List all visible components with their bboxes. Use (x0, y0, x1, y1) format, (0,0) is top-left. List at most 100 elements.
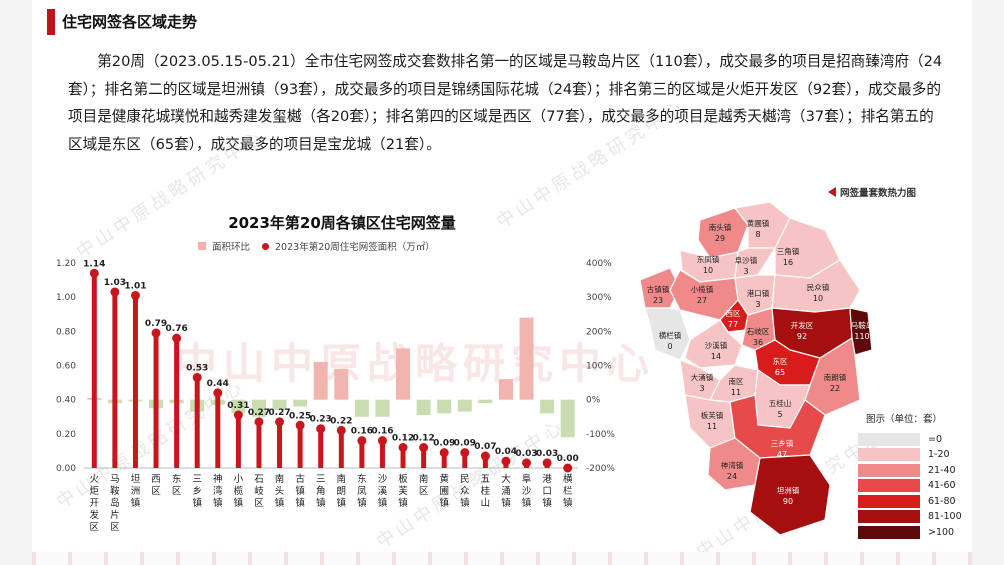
area-dot (336, 425, 346, 435)
x-tick-char: 石 (254, 474, 264, 485)
section-title: 住宅网签各区域走势 (62, 13, 198, 31)
x-tick-char: 镇 (378, 497, 388, 509)
legend-swatch-mom (198, 242, 206, 250)
data-label: 0.53 (186, 363, 208, 373)
area-dot (316, 424, 326, 434)
area-bar (379, 440, 385, 468)
mom-bar (540, 399, 555, 414)
x-tick-char: 东 (172, 473, 182, 485)
map-legend-swatch (858, 479, 920, 492)
map-region (749, 454, 831, 536)
area-dot (419, 443, 429, 452)
region-name: 沙溪镇 (705, 340, 728, 350)
x-tick-label: 南头镇 (275, 473, 285, 509)
x-tick-char: 沙 (522, 486, 532, 497)
x-tick-char: 镇 (295, 497, 305, 509)
map-legend-swatch (858, 432, 920, 446)
y-left-tick-label: 0.60 (56, 362, 76, 372)
map-legend-swatch (858, 494, 920, 508)
x-tick-label: 阜沙镇 (522, 473, 532, 509)
region-value: 8 (755, 230, 760, 239)
x-tick-char: 炬 (90, 485, 100, 497)
region-name: 开发区 (791, 320, 814, 330)
x-tick-char: 乡 (192, 486, 202, 497)
region-name: 神湾镇 (721, 460, 744, 470)
region-value: 3 (743, 267, 748, 276)
region-name: 古镇镇 (647, 284, 670, 294)
area-bar (462, 452, 468, 468)
bar-chart: 0.00 0.20 0.40 0.60 0.80 1.00 1.20 -200% -100% 0%… (56, 259, 615, 533)
region-name: 南朗镇 (824, 372, 847, 382)
x-tick-char: 黄 (439, 473, 449, 485)
x-tick-label: 坦洲镇 (131, 474, 141, 509)
x-tick-label: 三乡镇 (192, 474, 202, 509)
legend-swatch-area (262, 242, 270, 250)
x-tick-label: 西区 (151, 474, 161, 497)
area-dot (295, 420, 305, 430)
chart-title: 2023年第20周各镇区住宅网签量 (228, 214, 456, 232)
x-tick-char: 镇 (275, 497, 285, 509)
x-tick-char: 区 (419, 486, 429, 497)
x-tick-label: 五桂山 (481, 474, 491, 509)
region-name: 板芙镇 (701, 410, 724, 420)
area-bar (194, 377, 200, 468)
mom-bar (519, 317, 534, 400)
map-legend-label: >100 (928, 526, 955, 538)
area-dot (89, 268, 99, 278)
region-name: 三角镇 (777, 246, 800, 256)
area-dot (377, 436, 387, 446)
x-tick-label: 沙溪镇 (378, 474, 388, 509)
map-legend-item: 41-60 (858, 479, 978, 493)
area-bar (318, 428, 324, 468)
x-tick-char: 镇 (439, 497, 449, 509)
region-value: 77 (728, 320, 738, 329)
area-dot (501, 456, 511, 466)
x-tick-char: 芙 (398, 485, 408, 497)
x-tick-char: 朗 (337, 485, 347, 497)
data-label: 0.79 (145, 319, 167, 329)
mom-bar (498, 379, 513, 400)
region-value: 24 (727, 472, 737, 481)
data-label: 0.25 (289, 411, 311, 421)
header-accent-bar (47, 9, 55, 35)
x-tick-char: 镇 (234, 497, 244, 509)
data-label: 0.00 (557, 454, 579, 464)
data-label: 0.12 (392, 434, 414, 444)
x-tick-char: 发 (90, 509, 100, 521)
region-name: 南头镇 (709, 222, 732, 232)
heat-map: 南头镇 29 黄圃镇 8 东凤镇 10 阜沙镇 3 三角镇 16 古镇镇 23 小榄镇 27 港口镇 3 民众镇… (640, 201, 873, 536)
x-tick-char: 湾 (213, 485, 223, 497)
data-label: 0.03 (536, 449, 558, 459)
map-region (849, 307, 873, 356)
x-tick-label: 东凤镇 (357, 473, 367, 509)
region-name: 小榄镇 (691, 284, 714, 294)
data-label: 0.09 (433, 439, 455, 449)
x-tick-label: 东区 (172, 473, 182, 497)
x-tick-char: 三 (316, 474, 326, 485)
x-tick-char: 镇 (295, 485, 305, 497)
x-tick-char: 片 (110, 509, 120, 521)
x-tick-char: 区 (254, 498, 264, 509)
area-dot (213, 388, 223, 398)
x-tick-char: 桂 (481, 485, 491, 497)
map-legend-item: 61-80 (858, 494, 978, 508)
area-bar (153, 333, 159, 468)
x-tick-label: 三角镇 (316, 474, 326, 509)
region-value: 36 (753, 338, 763, 347)
chart-legend: 面积环比 2023年第20周住宅网签面积（万㎡） (198, 239, 435, 253)
x-tick-label: 小榄镇 (234, 474, 244, 509)
x-tick-char: 古 (295, 473, 305, 485)
x-tick-label: 古镇镇 (295, 473, 305, 509)
x-tick-char: 板 (398, 473, 408, 485)
data-label: 0.27 (248, 408, 270, 418)
region-value: 0 (667, 342, 672, 351)
bottom-decoration (32, 552, 972, 565)
data-label: 0.76 (166, 324, 188, 334)
x-tick-char: 镇 (563, 497, 573, 509)
summary-paragraph: 第20周（2023.05.15-05.21）全市住宅网签成交套数排名第一的区域是… (68, 53, 943, 153)
area-dot (172, 333, 182, 343)
x-tick-char: 火 (90, 474, 100, 485)
mom-bar (354, 399, 369, 417)
x-tick-char: 开 (90, 498, 100, 509)
area-bar (277, 421, 283, 468)
